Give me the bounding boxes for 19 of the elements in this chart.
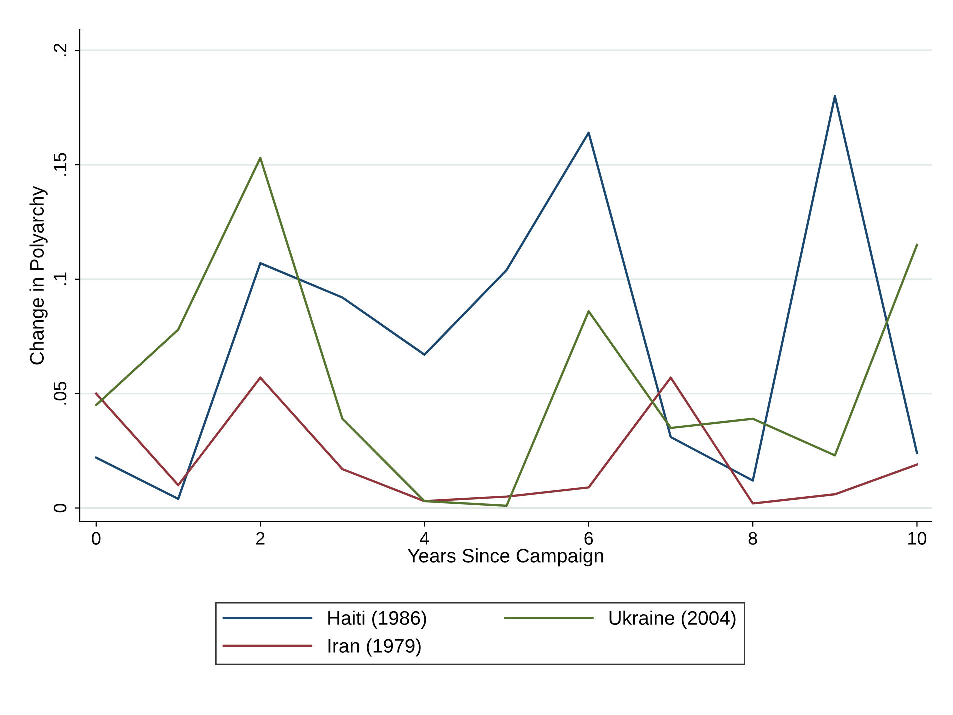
y-axis-title: Change in Polyarchy — [30, 186, 48, 365]
y-tick-label: .2 — [54, 44, 67, 56]
x-axis-title: Years Since Campaign — [408, 548, 604, 567]
x-tick-label: 10 — [908, 532, 927, 545]
legend-label: Ukraine (2004) — [610, 610, 736, 629]
x-tick-label: 4 — [420, 532, 430, 545]
y-tick-label: .1 — [54, 272, 67, 286]
y-tick-label: 0 — [54, 504, 67, 513]
y-tick-label: .15 — [54, 153, 67, 176]
x-tick-label: 6 — [584, 532, 594, 545]
line-series — [95, 376, 918, 505]
legend-label: Iran (1979) — [328, 638, 421, 657]
x-tick-label: 8 — [748, 532, 758, 545]
legend-label: Haiti (1986) — [328, 610, 426, 629]
x-tick-label: 2 — [256, 532, 265, 545]
y-tick-label: .05 — [54, 382, 67, 405]
x-tick-label: 0 — [92, 532, 101, 545]
line-series — [95, 157, 918, 508]
line-series — [95, 95, 918, 500]
